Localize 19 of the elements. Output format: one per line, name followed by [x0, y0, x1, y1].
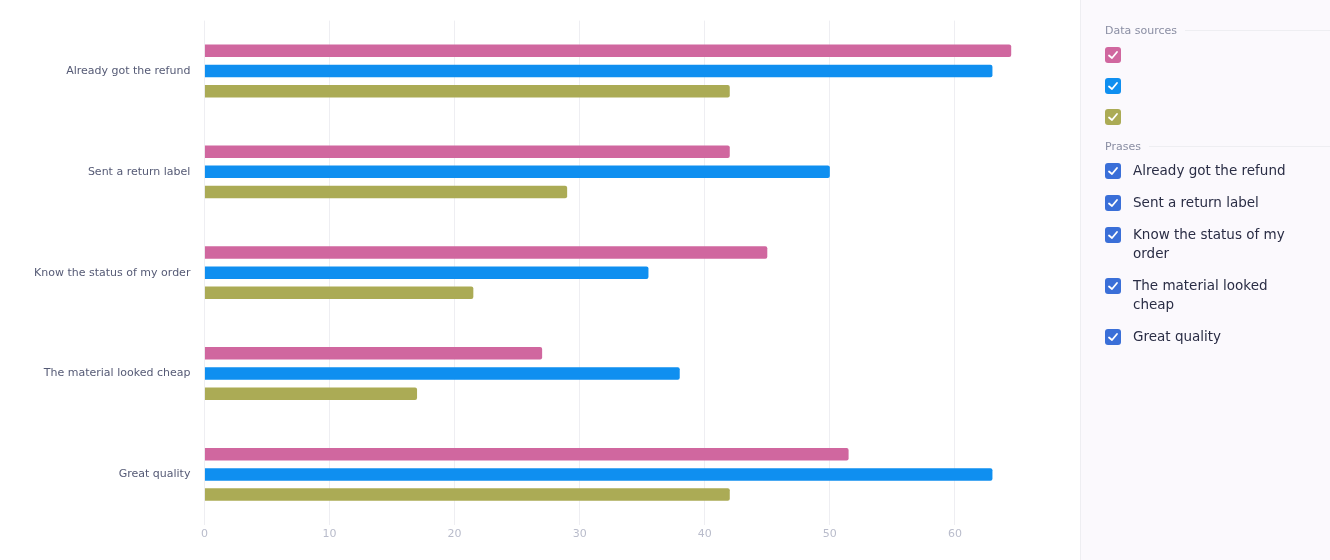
category-label: Sent a return label [1133, 194, 1259, 210]
y-tick-label: Great quality [118, 467, 191, 481]
y-tick-label: Sent a return label [87, 164, 191, 178]
text: Prases [1105, 140, 1141, 153]
y-tick-label: Know the status of my order [34, 265, 191, 279]
x-tick-label: 60 [947, 527, 962, 541]
y-tick-label: Already got the refund [66, 63, 191, 77]
x-tick-label: 10 [322, 527, 337, 541]
category-label: Great quality [1133, 328, 1222, 344]
category-label: Know the status of my order [1133, 226, 1285, 261]
x-tick-label: 20 [447, 527, 462, 541]
category-label: The material looked cheap [1133, 277, 1268, 312]
x-tick-label: 50 [822, 527, 837, 541]
y-tick-label: The material looked cheap [42, 366, 191, 380]
legend-title: Data sources [1105, 24, 1178, 37]
category-label: Already got the refund [1133, 162, 1286, 178]
x-tick-label: 30 [572, 527, 587, 541]
x-tick-label: 40 [697, 527, 712, 541]
x-tick-label: 0 [200, 527, 208, 541]
